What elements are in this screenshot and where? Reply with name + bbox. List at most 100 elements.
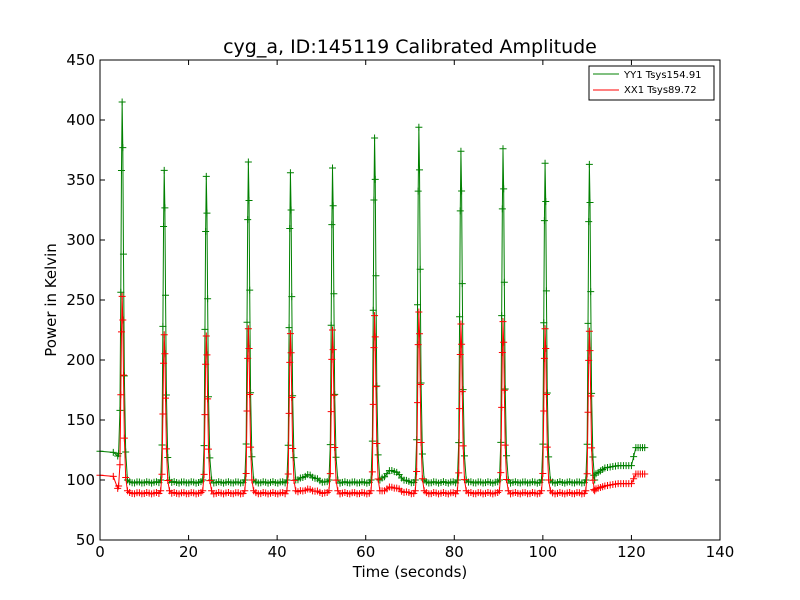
data-point-marker <box>115 482 123 490</box>
data-point-marker <box>584 408 592 416</box>
legend-box <box>588 65 715 101</box>
data-point-marker <box>456 350 464 358</box>
data-point-marker <box>545 476 553 484</box>
x-tick-label: 100 <box>529 543 558 561</box>
data-point-marker <box>370 344 378 352</box>
data-point-marker <box>243 407 251 415</box>
y-tick-label: 150 <box>66 411 95 429</box>
series-xx1 <box>96 292 649 498</box>
data-point-marker <box>286 225 294 233</box>
data-point-marker <box>414 341 422 349</box>
data-point-marker <box>164 453 172 461</box>
data-point-marker <box>244 158 252 166</box>
data-point-marker <box>372 383 380 391</box>
data-point-marker <box>497 469 505 477</box>
data-point-marker <box>290 454 298 462</box>
data-point-marker <box>329 164 336 172</box>
data-point-marker <box>199 487 207 495</box>
data-point-marker <box>627 480 635 488</box>
data-point-marker <box>157 487 165 495</box>
data-point-marker <box>457 147 465 155</box>
data-point-marker <box>453 476 461 484</box>
data-point-marker <box>118 98 126 106</box>
data-point-marker <box>540 354 548 362</box>
data-point-marker <box>204 395 212 403</box>
data-point-marker <box>164 477 172 485</box>
data-point-marker <box>587 288 595 296</box>
data-point-marker <box>327 408 335 416</box>
data-point-marker <box>542 345 550 353</box>
data-point-marker <box>201 411 209 419</box>
legend: YY1 Tsys154.91 XX1 Tsys89.72 <box>588 65 715 101</box>
data-point-marker <box>395 470 403 478</box>
data-point-marker <box>330 391 338 399</box>
data-point-marker <box>539 469 547 477</box>
data-point-marker <box>119 144 127 152</box>
data-point-marker <box>540 407 548 415</box>
x-tick-label: 0 <box>95 543 105 561</box>
data-point-marker <box>160 166 168 174</box>
data-point-marker <box>286 169 294 177</box>
data-point-marker <box>288 393 296 401</box>
data-point-marker <box>109 472 117 480</box>
y-tick-label: 350 <box>66 171 95 189</box>
data-point-marker <box>199 476 207 484</box>
data-point-marker <box>206 477 214 485</box>
data-point-marker <box>286 358 294 366</box>
data-point-marker <box>414 187 422 195</box>
data-point-marker <box>160 331 168 339</box>
data-point-marker <box>120 372 128 380</box>
data-point-marker <box>460 452 468 460</box>
data-point-marker <box>585 160 593 168</box>
data-point-marker <box>162 391 170 399</box>
data-point-marker <box>416 330 424 338</box>
data-point-marker <box>116 461 124 469</box>
data-point-marker <box>370 196 378 204</box>
data-point-marker <box>542 391 550 399</box>
data-point-marker <box>499 318 507 326</box>
data-point-marker <box>202 360 210 368</box>
data-point-marker <box>372 272 380 280</box>
data-point-marker <box>414 399 422 407</box>
data-point-marker <box>499 145 507 153</box>
data-point-marker <box>641 444 649 452</box>
y-tick-label: 100 <box>66 471 95 489</box>
data-point-marker <box>416 265 424 273</box>
data-point-marker <box>330 290 338 298</box>
x-axis-label: Time (seconds) <box>352 563 468 581</box>
data-point-marker <box>458 340 466 348</box>
data-point-marker <box>583 470 591 478</box>
data-point-marker <box>248 476 256 484</box>
chart-title: cyg_a, ID:145119 Calibrated Amplitude <box>223 36 597 58</box>
data-point-marker <box>202 172 210 180</box>
data-point-marker <box>417 379 425 387</box>
data-point-marker <box>584 319 592 327</box>
data-point-marker <box>498 205 506 213</box>
data-point-marker <box>542 198 550 205</box>
data-point-marker <box>329 202 337 210</box>
data-point-marker <box>332 476 340 484</box>
data-point-marker <box>197 488 205 496</box>
data-point-marker <box>202 332 210 340</box>
data-point-marker <box>328 221 336 229</box>
data-point-marker <box>325 476 333 484</box>
data-point-marker <box>630 475 638 483</box>
data-point-marker <box>458 187 466 195</box>
data-point-marker <box>285 409 293 417</box>
data-point-marker <box>241 476 249 484</box>
data-point-marker <box>585 218 593 226</box>
data-point-marker <box>283 476 291 484</box>
legend-label-yy1: YY1 Tsys154.91 <box>623 70 702 81</box>
data-point-marker <box>540 217 548 225</box>
data-point-marker <box>244 354 252 362</box>
data-point-marker <box>117 328 125 336</box>
data-point-marker <box>589 453 597 461</box>
data-point-marker <box>413 467 421 475</box>
x-tick-label: 40 <box>268 543 287 561</box>
data-point-marker <box>281 490 289 498</box>
data-point-marker <box>457 320 465 328</box>
data-point-marker <box>500 185 508 193</box>
data-point-marker <box>459 442 467 450</box>
data-point-marker <box>585 327 593 335</box>
data-point-marker <box>641 470 649 478</box>
